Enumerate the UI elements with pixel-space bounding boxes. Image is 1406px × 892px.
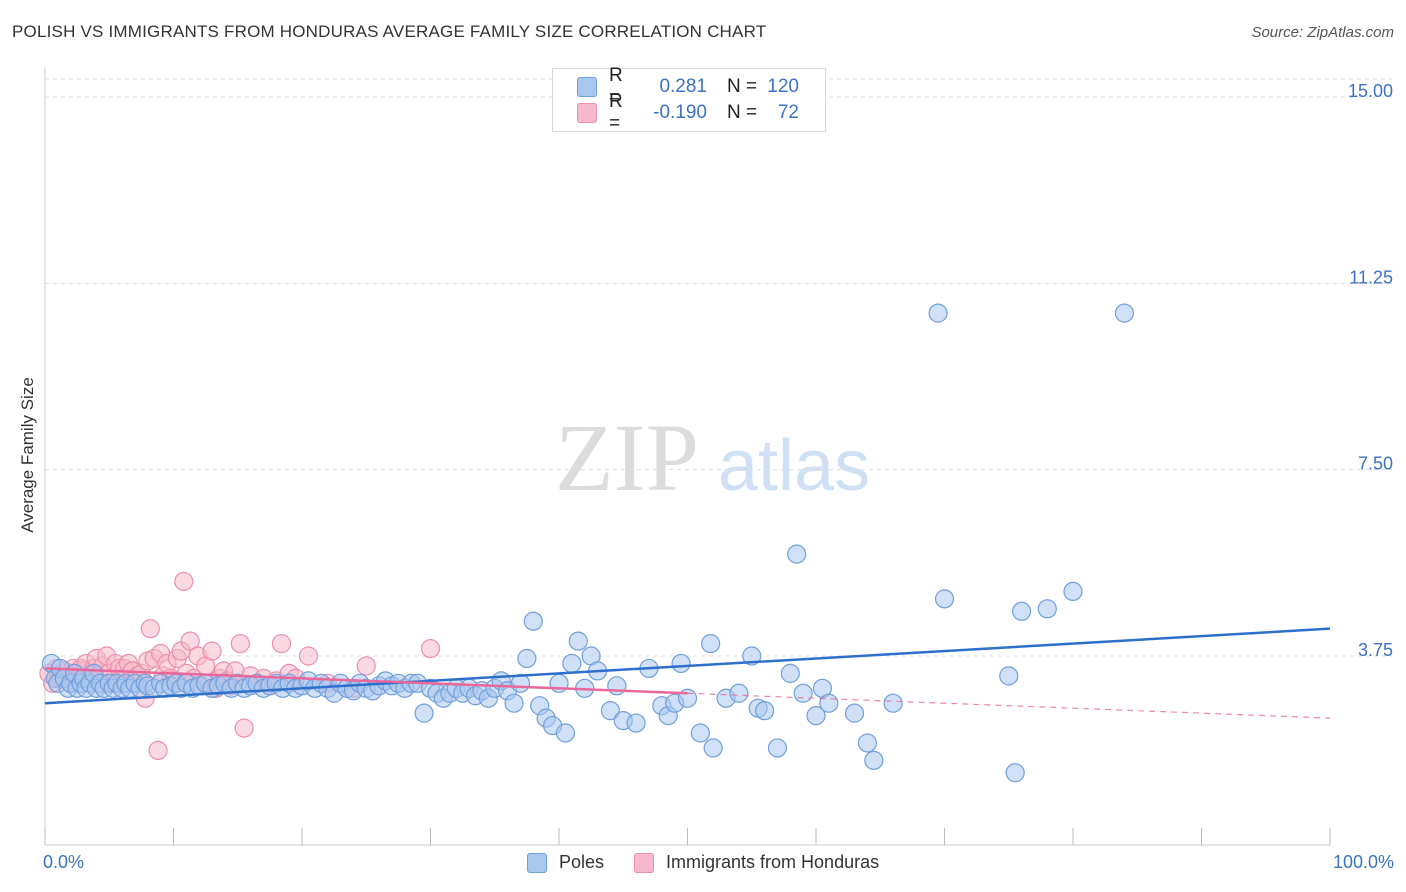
honduras-point — [271, 633, 292, 654]
legend-label-honduras: Immigrants from Honduras — [666, 852, 880, 872]
n-value: 72 — [777, 102, 799, 123]
poles-point — [857, 733, 878, 753]
poles-point — [562, 653, 582, 674]
watermark-atlas: atlas — [718, 426, 870, 506]
y-tick-label: 15.00 — [1348, 81, 1393, 101]
r-value: 0.281 — [659, 76, 707, 97]
poles-point — [626, 713, 646, 733]
poles-point — [600, 701, 621, 721]
stats-legend: R = 0.281 N = 120 R = -0.190 N = 72 — [552, 65, 826, 134]
y-tick-label: 3.75 — [1358, 640, 1393, 660]
n-label: N = — [727, 76, 758, 97]
poles-point — [703, 738, 723, 758]
poles-point — [742, 646, 762, 666]
poles-point — [754, 701, 775, 721]
poles-point — [1114, 303, 1135, 323]
honduras-point — [298, 646, 319, 666]
poles-point — [523, 611, 543, 631]
poles-point — [1005, 763, 1025, 783]
n-label: N = — [727, 102, 758, 123]
poles-point — [793, 683, 813, 703]
poles-points — [41, 303, 1135, 783]
honduras-point — [180, 631, 200, 651]
poles-point — [555, 723, 576, 743]
honduras-point — [230, 633, 250, 654]
gridlines — [45, 78, 1392, 657]
honduras-point — [356, 656, 376, 676]
legend-item-poles[interactable]: Poles — [527, 852, 604, 873]
honduras-trend-line — [44, 667, 688, 695]
r-value: -0.190 — [653, 102, 707, 123]
poles-point — [517, 648, 537, 669]
legend-label-poles: Poles — [559, 852, 605, 872]
poles-point — [806, 706, 826, 726]
honduras-trend-extension — [687, 692, 1331, 719]
x-tick-label-min: 0.0% — [43, 852, 85, 872]
poles-point — [844, 703, 865, 723]
axes — [44, 68, 1331, 846]
trend-lines — [44, 627, 1331, 719]
x-tick-label-max: 100.0% — [1332, 852, 1394, 872]
poles-point — [787, 544, 807, 564]
source-credit: Source: ZipAtlas.com — [1251, 24, 1394, 41]
poles-point — [819, 693, 839, 713]
legend-row-honduras: R = -0.190 N = 72 — [577, 91, 799, 134]
poles-point — [607, 676, 627, 696]
poles-point — [671, 653, 691, 674]
chart-title: POLISH VS IMMIGRANTS FROM HONDURAS AVERA… — [12, 22, 767, 41]
poles-point — [1037, 599, 1057, 619]
legend-item-honduras[interactable]: Immigrants from Honduras — [634, 852, 879, 873]
poles-point — [568, 631, 588, 651]
n-value: 120 — [767, 76, 799, 97]
y-tick-label: 11.25 — [1349, 267, 1393, 287]
poles-point — [767, 738, 788, 758]
poles-point — [999, 666, 1019, 686]
honduras-point — [202, 641, 222, 661]
honduras-point — [140, 619, 160, 639]
r-label: R = — [609, 65, 623, 108]
y-tick-labels: 3.75 7.50 11.25 15.00 — [1348, 81, 1393, 660]
honduras-point — [234, 718, 254, 738]
poles-point — [701, 633, 721, 654]
poles-trend-line — [44, 627, 1331, 705]
poles-point — [928, 303, 948, 323]
honduras-point — [148, 740, 168, 761]
honduras-point — [174, 571, 194, 592]
poles-point — [883, 693, 903, 713]
r-label: R = — [609, 91, 623, 134]
honduras-swatch — [577, 103, 597, 123]
honduras-swatch — [634, 852, 655, 873]
legend-row-poles: R = 0.281 N = 120 — [577, 65, 799, 108]
poles-point — [1063, 581, 1083, 602]
poles-point — [864, 750, 884, 770]
y-tick-label: 7.50 — [1358, 454, 1393, 474]
poles-point — [934, 589, 955, 609]
series-legend: Poles Immigrants from Honduras — [527, 852, 909, 873]
poles-point — [504, 693, 524, 713]
watermark-zip: ZIP — [555, 404, 699, 511]
poles-point — [1011, 601, 1032, 621]
watermark: ZIP atlas — [555, 404, 870, 511]
poles-swatch — [577, 77, 597, 97]
poles-point — [690, 723, 710, 743]
honduras-point — [420, 638, 441, 659]
poles-point — [729, 683, 749, 703]
poles-swatch — [527, 852, 547, 873]
poles-point — [780, 663, 800, 683]
poles-point — [414, 703, 434, 723]
